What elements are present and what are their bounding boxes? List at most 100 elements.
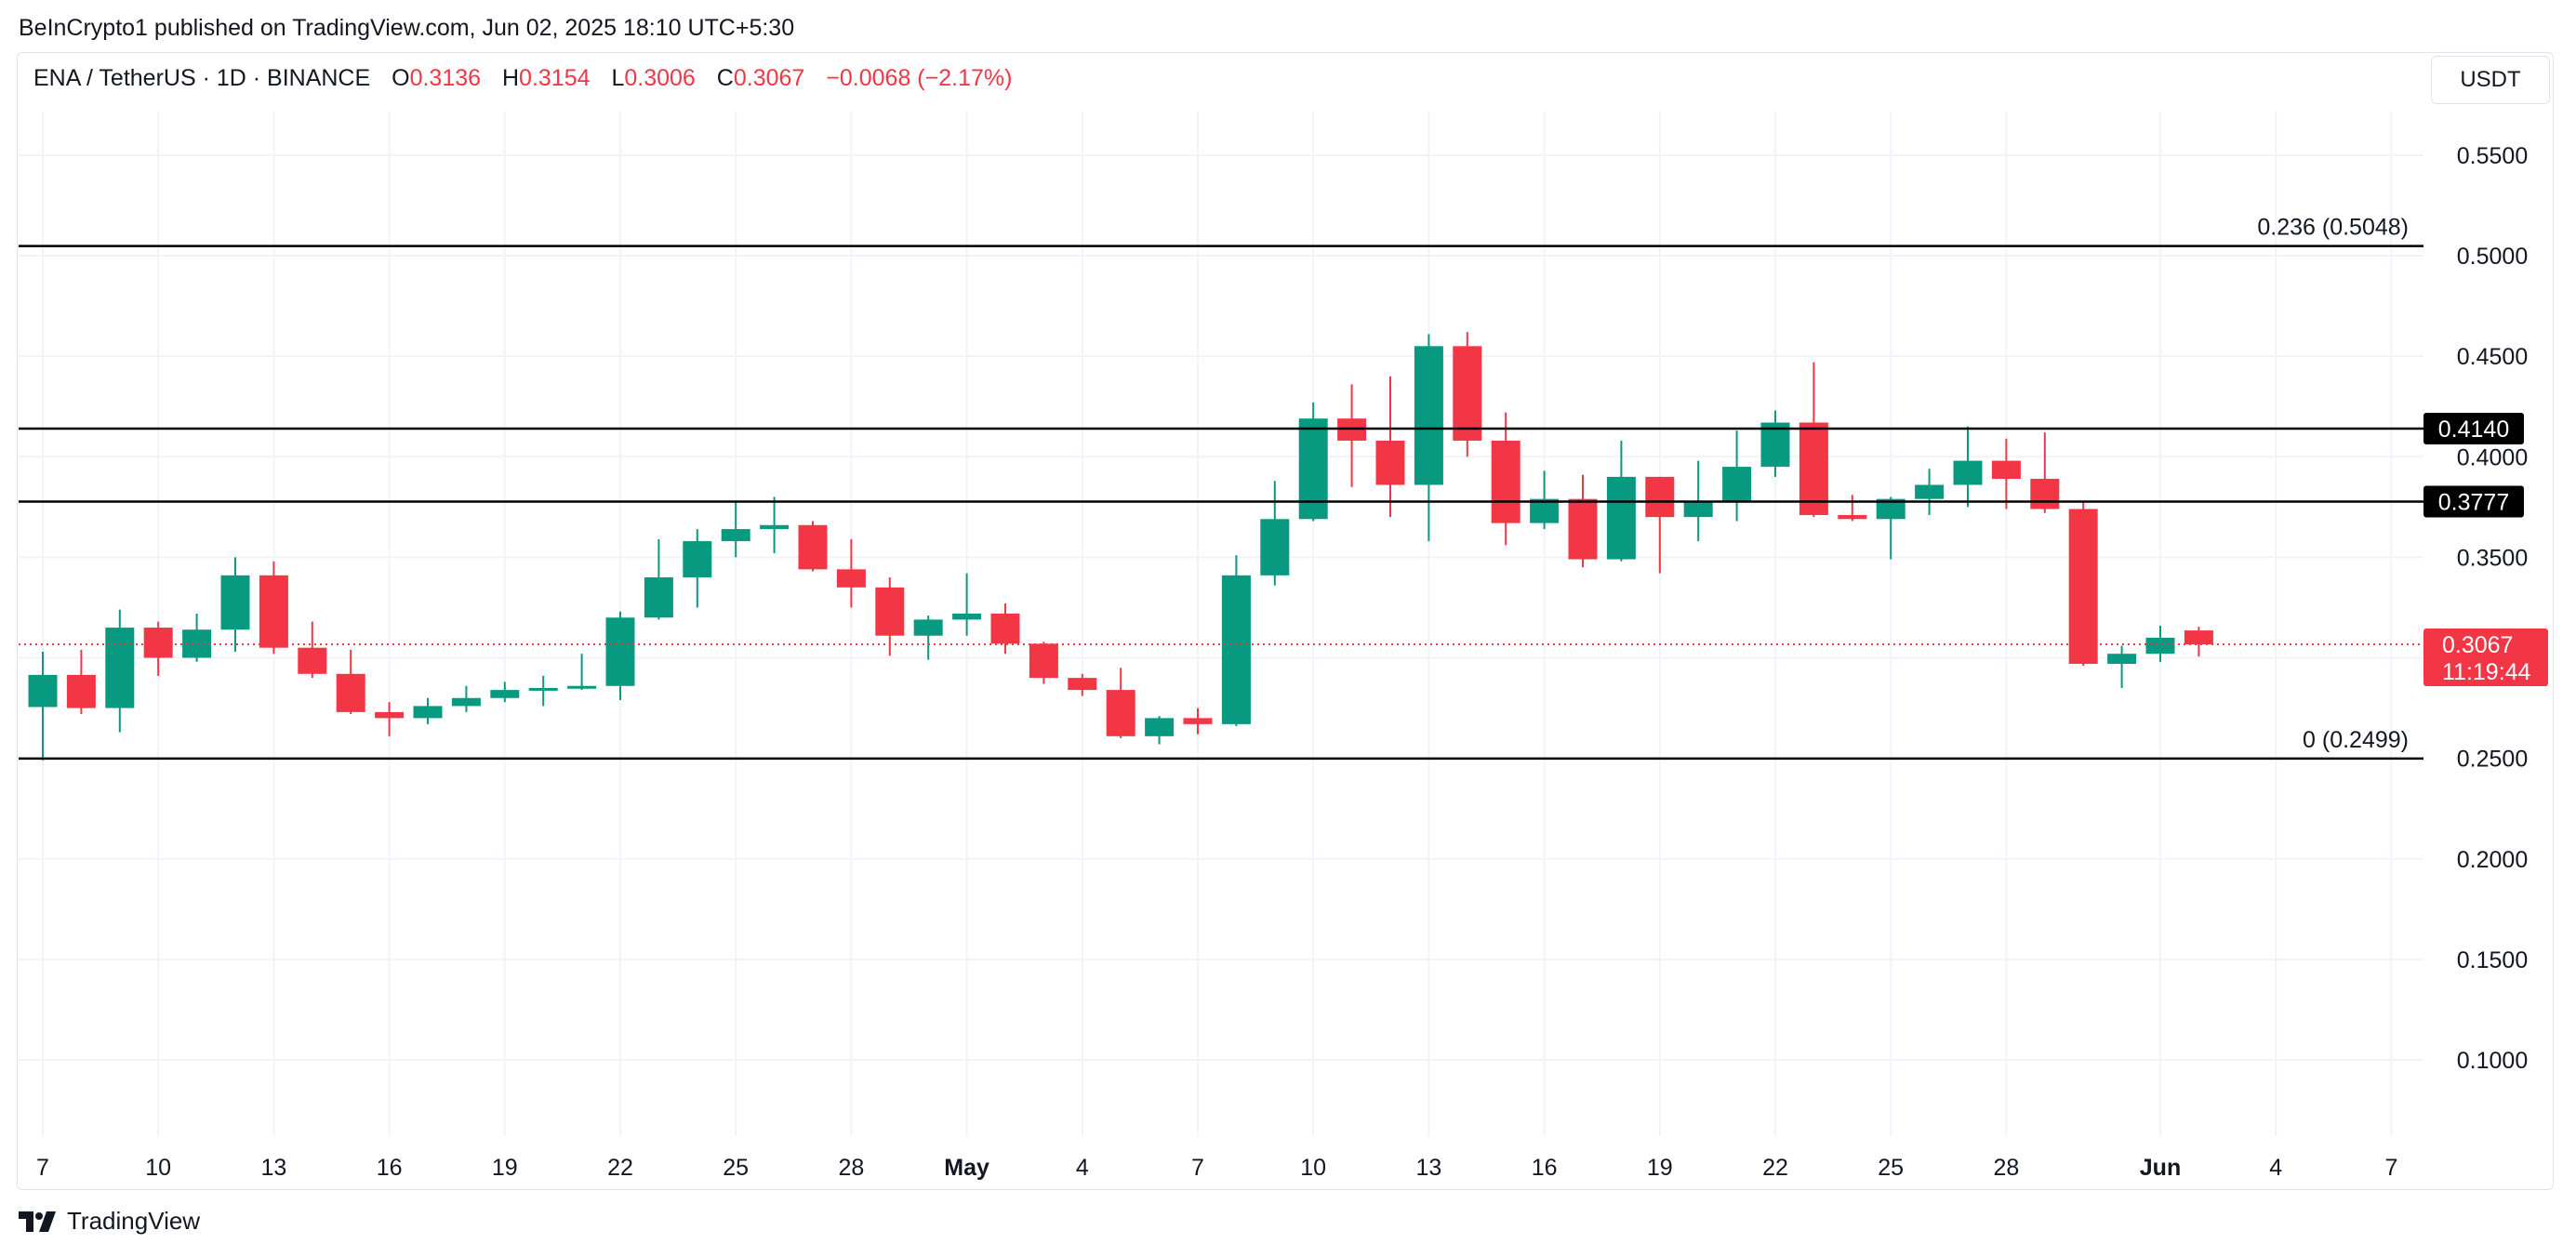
level-label: 0 (0.2499) <box>2303 727 2409 753</box>
low-value: 0.3006 <box>624 65 696 91</box>
y-tick-label: 0.2500 <box>2457 747 2528 773</box>
x-tick-label: 25 <box>1878 1155 1904 1181</box>
level-tag-label: 0.3777 <box>2438 489 2509 515</box>
close-label: C <box>716 65 734 91</box>
candle-body <box>1029 643 1058 679</box>
level-tag-label: 0.4140 <box>2438 417 2509 443</box>
candle-body <box>143 628 173 658</box>
x-tick-label: May <box>944 1155 989 1181</box>
candle-body <box>298 647 327 674</box>
candle-body <box>1645 476 1675 518</box>
candle-body <box>605 617 635 686</box>
countdown-label: 11:19:44 <box>2442 659 2531 685</box>
chart-legend: ENA / TetherUS · 1D · BINANCE O0.3136 H0… <box>33 65 1027 92</box>
candle-body <box>798 524 828 570</box>
y-tick-label: 0.1500 <box>2457 947 2528 973</box>
high-label: H <box>501 65 520 91</box>
x-tick-label: 22 <box>607 1155 633 1181</box>
tradingview-logo-icon[interactable] <box>19 1211 58 1232</box>
candle-body <box>1414 346 1443 485</box>
candle-body <box>1375 440 1405 485</box>
candle-body <box>567 685 597 689</box>
candle-body <box>220 575 250 630</box>
x-tick-label: 4 <box>2269 1155 2282 1181</box>
candle-body <box>528 687 558 691</box>
candle-body <box>1106 690 1135 736</box>
x-tick-label: 28 <box>838 1155 864 1181</box>
chart-frame <box>17 52 2554 1190</box>
y-tick-label: 0.5500 <box>2457 143 2528 169</box>
x-tick-label: 19 <box>1647 1155 1673 1181</box>
x-tick-label: 13 <box>1415 1155 1441 1181</box>
x-tick-label: 16 <box>1532 1155 1558 1181</box>
candle-body <box>1953 460 1983 485</box>
candle-body <box>2184 630 2213 645</box>
candle-body <box>952 613 982 620</box>
candle-body <box>1683 500 1713 518</box>
candle-body <box>990 613 1020 644</box>
x-tick-label: 28 <box>1993 1155 2019 1181</box>
level-tag <box>2423 412 2524 444</box>
currency-button[interactable]: USDT <box>2431 56 2550 104</box>
candle-body <box>721 529 750 542</box>
candle-body <box>375 711 405 719</box>
candle-body <box>1760 422 1790 468</box>
candle-body <box>2145 637 2175 655</box>
y-tick-label: 0.2000 <box>2457 847 2528 873</box>
candle-body <box>1221 575 1251 724</box>
x-tick-label: 7 <box>36 1155 49 1181</box>
footer-brand[interactable]: TradingView <box>67 1207 201 1235</box>
candle-body <box>836 569 866 588</box>
candle-body <box>1453 346 1482 441</box>
candle-body <box>1491 440 1520 523</box>
candle-body <box>644 577 673 618</box>
low-label: L <box>611 65 625 91</box>
candle-body <box>1183 718 1213 724</box>
x-tick-label: 10 <box>1300 1155 1326 1181</box>
candle-body <box>1876 498 1905 520</box>
candle-body <box>2030 479 2060 509</box>
candle-body <box>1298 418 1328 520</box>
footer: TradingView <box>19 1207 200 1236</box>
candle-body <box>1068 678 1097 691</box>
publish-info: BeInCrypto1 published on TradingView.com… <box>19 15 795 41</box>
candle-body <box>2107 654 2137 664</box>
candle-body <box>1260 519 1290 576</box>
open-value: 0.3136 <box>409 65 482 91</box>
y-tick-label: 0.3500 <box>2457 545 2528 571</box>
candle-body <box>1915 484 1945 499</box>
x-tick-label: 22 <box>1762 1155 1788 1181</box>
y-tick-label: 0.4000 <box>2457 444 2528 470</box>
x-tick-label: 7 <box>1191 1155 1204 1181</box>
close-value: 0.3067 <box>733 65 805 91</box>
level-label: 0.236 (0.5048) <box>2257 215 2409 241</box>
candle-body <box>1530 498 1560 523</box>
candle-body <box>259 575 288 648</box>
x-tick-label: 16 <box>377 1155 403 1181</box>
x-tick-label: 19 <box>492 1155 518 1181</box>
x-tick-label: 25 <box>723 1155 749 1181</box>
y-tick-label: 0.4500 <box>2457 344 2528 370</box>
candle-body <box>1568 498 1598 560</box>
candle-body <box>875 587 905 636</box>
x-tick-label: Jun <box>2140 1155 2181 1181</box>
candle-body <box>66 674 96 708</box>
y-tick-label: 0.5000 <box>2457 244 2528 270</box>
change-value: −0.0068 (−2.17%) <box>826 65 1013 91</box>
x-tick-label: 7 <box>2384 1155 2397 1181</box>
candle-body <box>451 697 481 707</box>
candle-body <box>490 690 520 698</box>
candle-body <box>760 524 790 530</box>
current-price-tag <box>2423 628 2548 687</box>
candle-body <box>1991 460 2021 480</box>
candle-body <box>105 628 135 708</box>
candle-body <box>1722 467 1752 501</box>
x-tick-label: 10 <box>145 1155 171 1181</box>
high-value: 0.3154 <box>519 65 591 91</box>
level-tag <box>2423 485 2524 518</box>
x-tick-label: 13 <box>260 1155 286 1181</box>
symbol-label[interactable]: ENA / TetherUS · 1D · BINANCE <box>33 65 371 91</box>
open-label: O <box>392 65 410 91</box>
candle-body <box>1838 514 1867 520</box>
